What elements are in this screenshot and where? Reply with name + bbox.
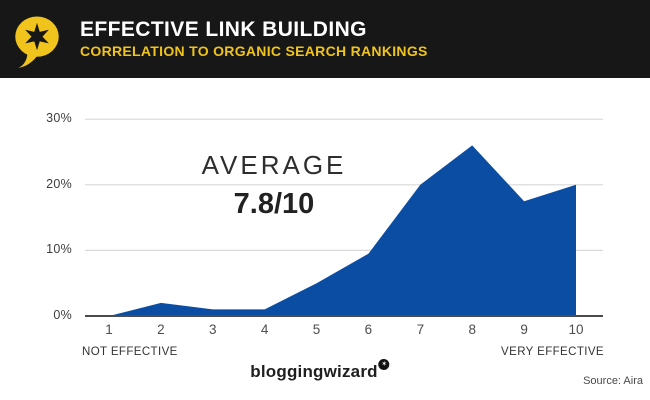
y-tick-label: 20% bbox=[46, 176, 72, 191]
logo-text: bloggingwizard bbox=[250, 362, 378, 381]
average-value: 7.8/10 bbox=[233, 188, 315, 220]
y-tick-label: 30% bbox=[46, 111, 72, 126]
x-tick-label: 3 bbox=[209, 322, 217, 337]
x-tick-label: 10 bbox=[568, 322, 584, 337]
x-tick-label: 9 bbox=[520, 322, 528, 337]
bloggingwizard-logo: bloggingwizard ✶ bbox=[250, 359, 390, 382]
x-tick-label: 6 bbox=[364, 322, 373, 337]
x-tick-label: 8 bbox=[468, 322, 476, 337]
x-tick-label: 4 bbox=[260, 322, 269, 337]
page-title: EFFECTIVE LINK BUILDING bbox=[80, 18, 367, 42]
x-tick-label: 1 bbox=[105, 322, 113, 337]
source-attribution: Source: Aira bbox=[583, 375, 643, 387]
header: EFFECTIVE LINK BUILDING CORRELATION TO O… bbox=[0, 0, 650, 78]
x-axis-right-label: VERY EFFECTIVE bbox=[501, 346, 604, 358]
x-tick-label: 2 bbox=[157, 322, 165, 337]
speech-bubble-star-icon bbox=[15, 16, 59, 68]
x-tick-label: 7 bbox=[416, 322, 425, 337]
average-annotation: AVERAGE 7.8/10 bbox=[174, 150, 374, 221]
page-subtitle: CORRELATION TO ORGANIC SEARCH RANKINGS bbox=[80, 43, 428, 60]
average-label: AVERAGE bbox=[201, 150, 347, 180]
header-text: EFFECTIVE LINK BUILDING CORRELATION TO O… bbox=[80, 18, 428, 59]
y-tick-label: 0% bbox=[53, 308, 72, 322]
star-badge-icon: ✶ bbox=[378, 359, 390, 370]
y-tick-label: 10% bbox=[46, 242, 72, 257]
x-axis-left-label: NOT EFFECTIVE bbox=[82, 346, 178, 358]
x-tick-label: 5 bbox=[312, 322, 321, 337]
x-axis-labels: 1 2 3 4 5 6 7 8 9 10 bbox=[0, 322, 650, 340]
area-series bbox=[109, 145, 576, 316]
